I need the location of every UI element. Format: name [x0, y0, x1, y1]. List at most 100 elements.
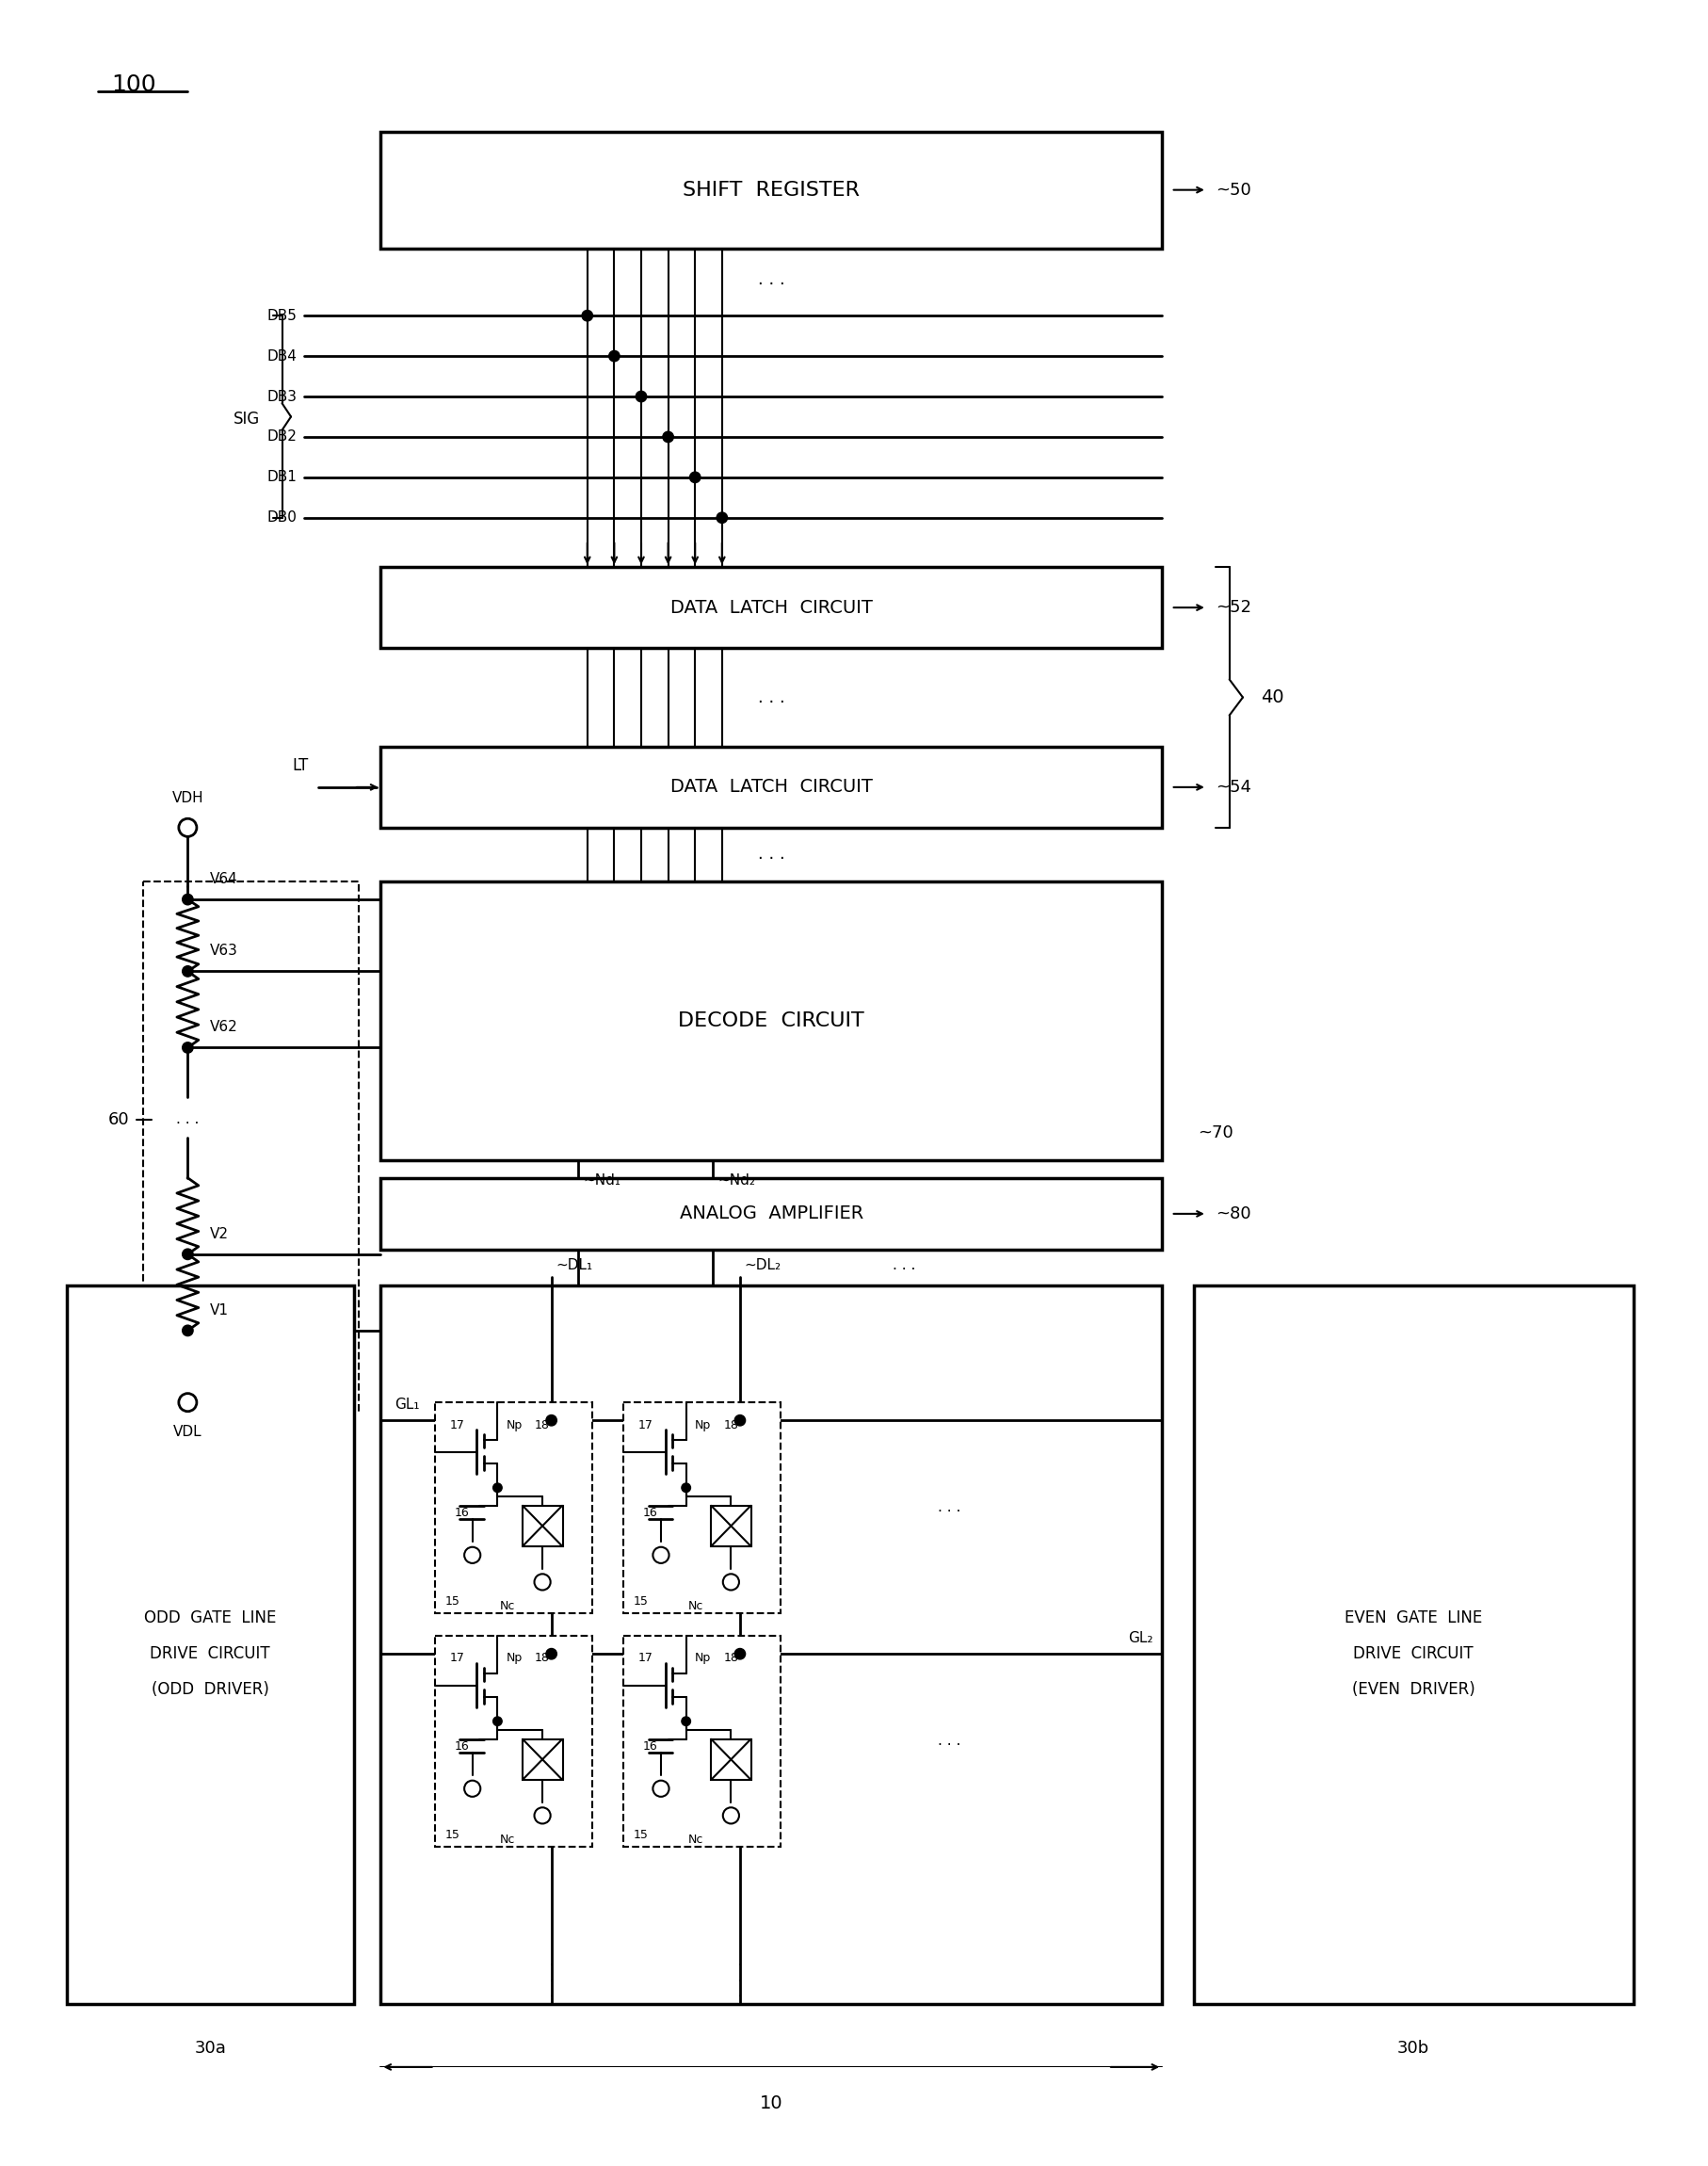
Text: Np: Np: [695, 1419, 711, 1432]
Text: ~70: ~70: [1197, 1124, 1233, 1141]
Text: Nc: Nc: [499, 1601, 514, 1612]
Text: 40: 40: [1261, 689, 1283, 706]
Text: 15: 15: [444, 1828, 459, 1841]
Text: DATA  LATCH  CIRCUIT: DATA LATCH CIRCUIT: [670, 778, 873, 797]
Text: V1: V1: [210, 1304, 229, 1317]
Text: ~DL₁: ~DL₁: [555, 1258, 593, 1271]
Text: VDH: VDH: [173, 791, 203, 806]
Text: Np: Np: [695, 1653, 711, 1663]
Text: V2: V2: [210, 1226, 229, 1241]
Circle shape: [681, 1484, 690, 1492]
Bar: [67, 1287, 354, 2004]
Bar: [143, 882, 359, 1412]
Text: ~DL₂: ~DL₂: [745, 1258, 781, 1271]
Circle shape: [734, 1648, 745, 1659]
Text: SHIFT  REGISTER: SHIFT REGISTER: [683, 180, 859, 199]
Text: GL₂: GL₂: [1127, 1631, 1153, 1644]
Text: DRIVE  CIRCUIT: DRIVE CIRCUIT: [1353, 1646, 1472, 1661]
Text: 17: 17: [637, 1419, 652, 1432]
Text: ~52: ~52: [1214, 600, 1250, 615]
Circle shape: [547, 1414, 557, 1425]
Text: ~80: ~80: [1214, 1204, 1250, 1222]
Bar: [523, 1505, 562, 1547]
Text: Np: Np: [506, 1419, 523, 1432]
Bar: [1192, 1287, 1633, 2004]
Bar: [434, 1401, 591, 1614]
Bar: [381, 882, 1161, 1161]
Text: DB4: DB4: [266, 349, 297, 364]
Text: 17: 17: [637, 1653, 652, 1663]
Circle shape: [663, 431, 673, 442]
Circle shape: [690, 472, 700, 483]
Bar: [711, 1739, 752, 1780]
Text: EVEN  GATE  LINE: EVEN GATE LINE: [1344, 1609, 1481, 1627]
Text: V63: V63: [210, 944, 237, 957]
Text: 15: 15: [634, 1596, 649, 1607]
Text: GL₁: GL₁: [395, 1397, 418, 1412]
Text: . . .: . . .: [757, 689, 784, 706]
Bar: [523, 1739, 562, 1780]
Text: DRIVE  CIRCUIT: DRIVE CIRCUIT: [150, 1646, 270, 1661]
Text: V62: V62: [210, 1020, 237, 1033]
Text: DB2: DB2: [266, 429, 297, 444]
Text: 17: 17: [449, 1653, 465, 1663]
Text: VDL: VDL: [173, 1425, 202, 1438]
Bar: [381, 132, 1161, 249]
Text: 30b: 30b: [1397, 2040, 1430, 2058]
Text: DECODE  CIRCUIT: DECODE CIRCUIT: [678, 1012, 864, 1031]
Text: ~Nd₁: ~Nd₁: [582, 1174, 620, 1187]
Text: 16: 16: [454, 1508, 468, 1518]
Bar: [623, 1635, 781, 1848]
Text: 18: 18: [722, 1653, 738, 1663]
Text: . . .: . . .: [892, 1258, 915, 1271]
Text: ANALOG  AMPLIFIER: ANALOG AMPLIFIER: [680, 1204, 863, 1224]
Text: DB3: DB3: [266, 390, 297, 403]
Text: 16: 16: [454, 1739, 468, 1752]
Text: DATA  LATCH  CIRCUIT: DATA LATCH CIRCUIT: [670, 598, 873, 617]
Text: . . .: . . .: [938, 1735, 960, 1748]
Circle shape: [547, 1648, 557, 1659]
Circle shape: [582, 310, 593, 321]
Text: . . .: . . .: [938, 1501, 960, 1514]
Text: V64: V64: [210, 873, 237, 886]
Text: 100: 100: [111, 74, 155, 95]
Text: Nc: Nc: [688, 1832, 704, 1845]
Text: Nc: Nc: [688, 1601, 704, 1612]
Text: DB0: DB0: [266, 511, 297, 524]
Text: LT: LT: [292, 756, 309, 773]
Circle shape: [494, 1484, 502, 1492]
Text: 18: 18: [722, 1419, 738, 1432]
Circle shape: [494, 1718, 502, 1726]
Circle shape: [183, 1326, 193, 1336]
Circle shape: [183, 895, 193, 905]
Text: DB5: DB5: [266, 308, 297, 323]
Circle shape: [608, 351, 620, 362]
Text: (ODD  DRIVER): (ODD DRIVER): [152, 1681, 268, 1698]
Text: ~54: ~54: [1214, 780, 1250, 795]
Bar: [711, 1505, 752, 1547]
Bar: [623, 1401, 781, 1614]
Circle shape: [183, 966, 193, 977]
Text: ~50: ~50: [1214, 182, 1250, 199]
Bar: [381, 747, 1161, 827]
Text: SIG: SIG: [232, 412, 260, 427]
Text: 17: 17: [449, 1419, 465, 1432]
Text: 60: 60: [108, 1111, 130, 1128]
Bar: [434, 1635, 591, 1848]
Text: 18: 18: [535, 1653, 550, 1663]
Text: .
.
.: . . .: [738, 1956, 741, 1999]
Text: DB1: DB1: [266, 470, 297, 485]
Text: . . .: . . .: [757, 271, 784, 288]
Text: (EVEN  DRIVER): (EVEN DRIVER): [1351, 1681, 1474, 1698]
Text: 16: 16: [642, 1739, 658, 1752]
Text: 18: 18: [535, 1419, 550, 1432]
Text: ODD  GATE  LINE: ODD GATE LINE: [143, 1609, 277, 1627]
Bar: [381, 1287, 1161, 2004]
Text: Nc: Nc: [499, 1832, 514, 1845]
Circle shape: [716, 513, 728, 524]
Text: 30a: 30a: [195, 2040, 225, 2058]
Text: .
.
.: . . .: [548, 1956, 553, 1999]
Circle shape: [183, 1250, 193, 1261]
Text: 15: 15: [634, 1828, 649, 1841]
Circle shape: [681, 1718, 690, 1726]
